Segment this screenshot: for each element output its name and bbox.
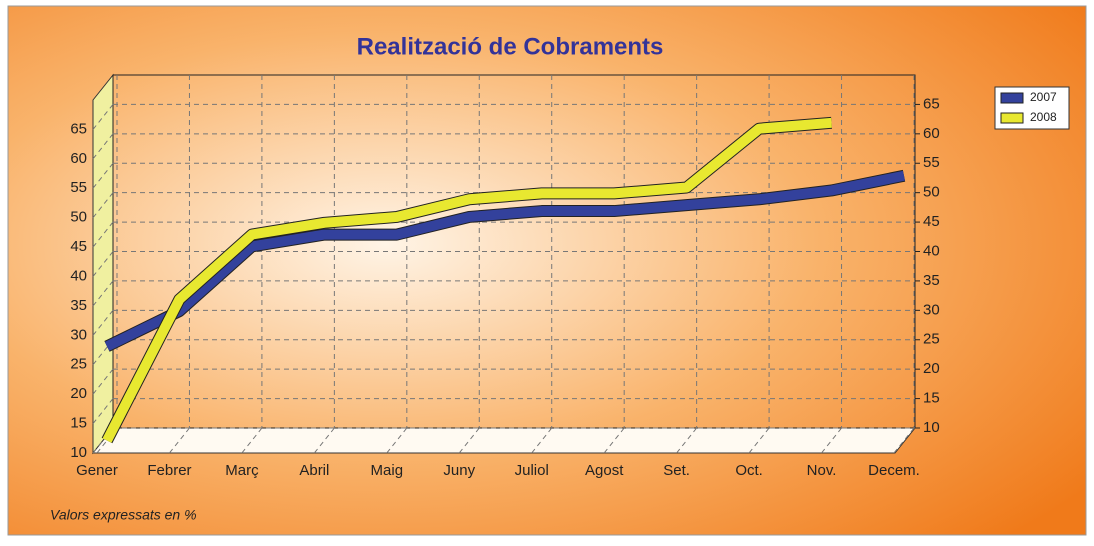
chart-title: Realització de Cobraments <box>357 33 664 60</box>
y2-tick-label: 35 <box>923 272 940 289</box>
side-wall <box>92 73 114 455</box>
y-tick-label: 15 <box>70 415 87 432</box>
x-tick-label: Set. <box>663 462 690 479</box>
y-tick-label: 35 <box>70 297 87 314</box>
x-tick-label: Agost <box>585 462 624 479</box>
legend-label: 2008 <box>1030 110 1057 124</box>
y-tick-label: 25 <box>70 356 87 373</box>
x-tick-label: Gener <box>76 462 118 479</box>
x-tick-label: Juliol <box>515 462 549 479</box>
y-tick-label: 20 <box>70 385 87 402</box>
y-tick-label: 10 <box>70 444 87 461</box>
y-tick-label: 50 <box>70 209 87 226</box>
y-tick-label: 65 <box>70 120 87 137</box>
x-tick-label: Març <box>225 462 259 479</box>
y2-tick-label: 60 <box>923 125 940 142</box>
y-tick-label: 55 <box>70 179 87 196</box>
y2-tick-label: 30 <box>923 301 940 318</box>
series-line <box>102 117 832 443</box>
y-tick-label: 30 <box>70 326 87 343</box>
y2-tick-label: 15 <box>923 390 940 407</box>
x-tick-label: Febrer <box>147 462 191 479</box>
y-tick-label: 40 <box>70 267 87 284</box>
y-tick-label: 45 <box>70 238 87 255</box>
x-tick-label: Nov. <box>807 462 837 479</box>
series-line <box>104 170 905 351</box>
y2-tick-label: 40 <box>923 242 940 259</box>
floor <box>91 427 917 454</box>
legend-swatch <box>1000 112 1024 124</box>
x-tick-label: Decem. <box>868 462 920 479</box>
chart-background <box>7 5 1087 536</box>
y2-tick-label: 50 <box>923 184 940 201</box>
legend-label: 2007 <box>1030 90 1057 104</box>
y2-tick-label: 25 <box>923 331 940 348</box>
y2-tick-label: 10 <box>923 419 940 436</box>
legend-swatch <box>1000 92 1024 104</box>
x-tick-label: Abril <box>299 462 329 479</box>
y2-tick-label: 45 <box>923 213 940 230</box>
x-tick-label: Juny <box>443 462 475 479</box>
y2-tick-label: 55 <box>923 154 940 171</box>
x-tick-label: Oct. <box>735 462 763 479</box>
y-tick-label: 60 <box>70 150 87 167</box>
x-tick-label: Maig <box>371 462 404 479</box>
y2-tick-label: 65 <box>923 95 940 112</box>
footnote: Valors expressats en % <box>50 507 197 523</box>
y2-tick-label: 20 <box>923 360 940 377</box>
